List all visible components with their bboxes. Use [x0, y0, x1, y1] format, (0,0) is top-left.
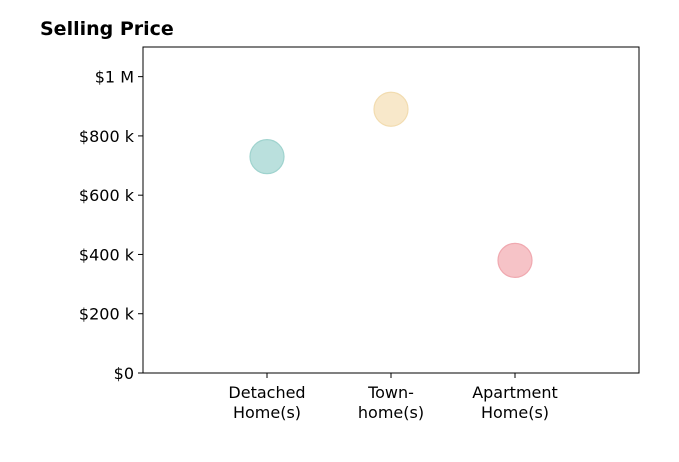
x-tick-label: Home(s) — [481, 403, 549, 422]
y-tick-label: $400 k — [79, 245, 135, 264]
y-tick-label: $0 — [114, 364, 134, 383]
x-tick-label: Apartment — [472, 383, 558, 402]
y-tick-label: $800 k — [79, 127, 135, 146]
y-tick-label: $600 k — [79, 186, 135, 205]
axes: $0$200 k$400 k$600 k$800 k$1 MDetachedHo… — [79, 46, 640, 422]
data-point — [373, 91, 409, 127]
chart-title: Selling Price — [40, 18, 174, 40]
y-tick-label: $200 k — [79, 305, 135, 324]
x-tick-label: Detached — [228, 383, 305, 402]
x-tick-label: home(s) — [358, 403, 424, 422]
x-tick-label: Town- — [367, 383, 414, 402]
data-point — [497, 242, 533, 278]
y-tick-label: $1 M — [95, 68, 134, 87]
data-point — [249, 139, 285, 175]
x-tick-label: Home(s) — [233, 403, 301, 422]
